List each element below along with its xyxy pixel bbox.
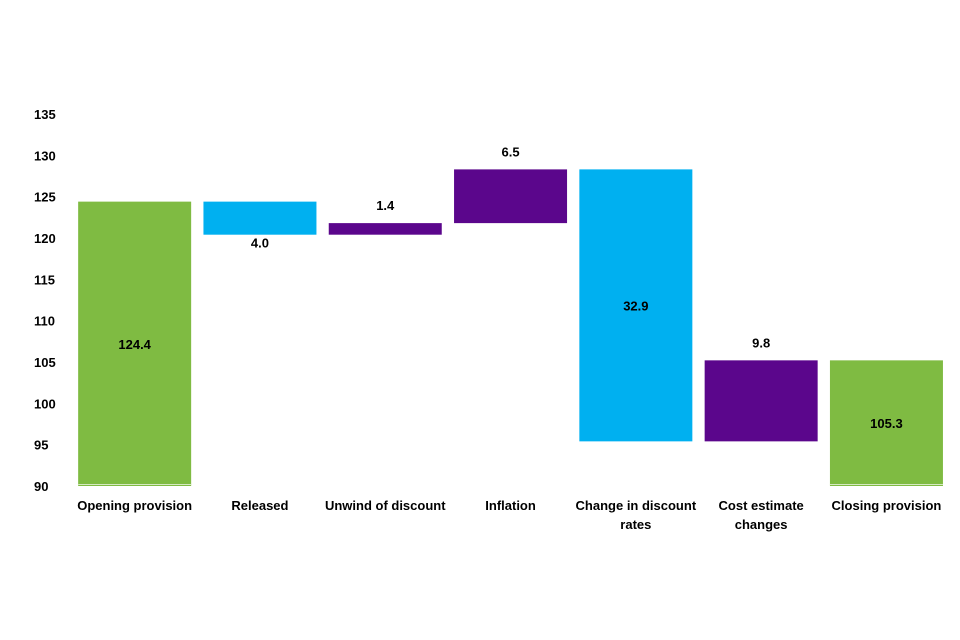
y-tick-label: 135 — [34, 107, 56, 122]
x-category-label: Opening provision — [77, 498, 192, 513]
x-category-label: changes — [735, 517, 788, 532]
bar-total — [829, 360, 943, 486]
x-category-label: Unwind of discount — [325, 498, 446, 513]
y-tick-label: 125 — [34, 190, 56, 205]
data-label: 6.5 — [502, 144, 520, 159]
x-axis: Opening provision Released Unwind of disco… — [77, 498, 941, 532]
bar-total — [78, 201, 192, 487]
chart-bars — [78, 169, 943, 487]
y-axis: 90 95 100 105 110 115 120 125 130 135 — [34, 107, 56, 494]
data-label: 1.4 — [376, 198, 395, 213]
y-tick-label: 105 — [34, 355, 56, 370]
y-tick-label: 130 — [34, 148, 56, 163]
data-label: 124.4 — [118, 337, 151, 352]
x-category-label: Cost estimate — [719, 498, 804, 513]
data-label: 32.9 — [623, 298, 648, 313]
x-category-label: Released — [231, 498, 288, 513]
x-category-label: Inflation — [485, 498, 536, 513]
y-tick-label: 100 — [34, 396, 56, 411]
y-tick-label: 120 — [34, 231, 56, 246]
data-labels: 124.4 4.0 1.4 6.5 32.9 9.8 105.3 — [118, 144, 902, 431]
x-category-label: Closing provision — [832, 498, 942, 513]
bar-increase — [704, 360, 818, 442]
y-tick-label: 110 — [34, 314, 55, 329]
data-label: 4.0 — [251, 236, 269, 251]
y-tick-label: 115 — [34, 272, 55, 287]
x-category-label: Change in discount — [576, 498, 697, 513]
x-category-label: rates — [620, 517, 651, 532]
bar-increase — [328, 223, 442, 235]
data-label: 105.3 — [870, 416, 903, 431]
data-label: 9.8 — [752, 335, 770, 350]
bar-increase — [454, 169, 568, 224]
bar-decrease — [203, 201, 317, 235]
y-tick-label: 90 — [34, 479, 48, 494]
y-tick-label: 95 — [34, 438, 48, 453]
bar-decrease — [579, 169, 693, 442]
